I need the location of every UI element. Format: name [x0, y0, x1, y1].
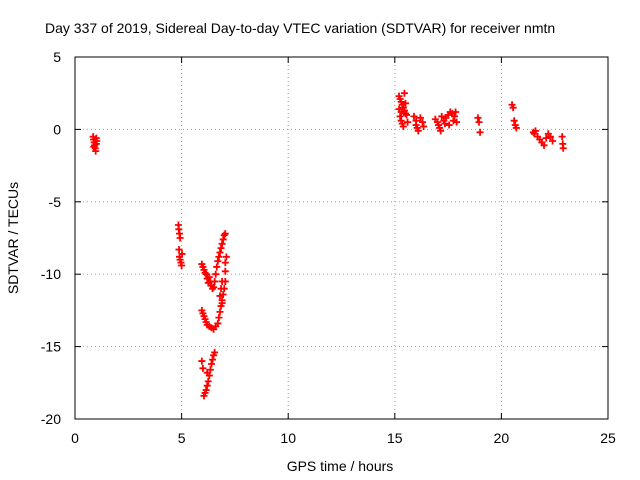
data-point-marker [202, 386, 210, 394]
data-point-marker [218, 240, 226, 248]
data-point-marker [445, 121, 453, 129]
grid [75, 57, 608, 419]
data-point-marker [175, 246, 183, 254]
data-point-marker [217, 285, 225, 293]
data-point-marker [510, 117, 518, 125]
data-point-marker [396, 112, 404, 120]
data-point-marker [400, 89, 408, 97]
data-point-marker [92, 147, 100, 155]
data-point-marker [549, 137, 557, 145]
data-point-marker [221, 230, 229, 238]
data-point-marker [404, 118, 412, 126]
x-tick-label: 25 [600, 430, 616, 446]
y-tick-label: -15 [41, 339, 61, 355]
x-tick-labels: 0 5 10 15 20 25 [71, 430, 616, 446]
data-point-marker [178, 262, 186, 270]
data-point-marker [532, 127, 540, 135]
x-axis-label: GPS time / hours [287, 458, 394, 474]
data-point-marker [420, 123, 428, 131]
data-point-marker [437, 127, 445, 135]
data-point-marker [438, 112, 446, 120]
data-point-marker [414, 127, 422, 135]
data-point-marker [207, 360, 215, 368]
y-tick-label: -5 [49, 194, 62, 210]
data-point-marker [211, 348, 219, 356]
data-point-marker [416, 114, 424, 122]
data-point-marker [203, 369, 211, 377]
data-point-marker [403, 111, 411, 119]
data-point-marker [211, 277, 219, 285]
chart-title: Day 337 of 2019, Sidereal Day-to-day VTE… [45, 20, 555, 36]
x-tick-label: 0 [71, 430, 79, 446]
data-point-marker [198, 357, 206, 365]
data-points [89, 89, 567, 400]
data-point-marker [215, 314, 223, 322]
data-point-marker [397, 108, 405, 116]
ticks [74, 56, 609, 420]
data-point-marker [204, 377, 212, 385]
y-tick-label: 0 [53, 121, 61, 137]
x-tick-label: 20 [494, 430, 510, 446]
data-point-marker [214, 257, 222, 265]
data-point-marker [216, 292, 224, 300]
data-point-marker [220, 231, 228, 239]
data-point-marker [399, 123, 407, 131]
data-point-marker [209, 356, 217, 364]
plot-frame [74, 56, 609, 420]
data-point-marker [212, 270, 220, 278]
data-point-marker [450, 112, 458, 120]
data-point-marker [509, 104, 517, 112]
data-point-marker [218, 277, 226, 285]
data-point-marker [218, 299, 226, 307]
data-point-marker [540, 141, 548, 149]
data-point-marker [178, 250, 186, 258]
data-point-marker [546, 133, 554, 141]
data-point-marker [474, 114, 482, 122]
data-point-marker [216, 248, 224, 256]
y-tick-labels: 5 0 -5 -10 -15 -20 [41, 49, 61, 427]
x-tick-label: 10 [280, 430, 296, 446]
y-tick-label: 5 [53, 49, 61, 65]
data-point-marker [542, 134, 550, 142]
x-tick-label: 5 [178, 430, 186, 446]
data-point-marker [558, 133, 566, 141]
data-point-marker [203, 382, 211, 390]
data-point-marker [222, 253, 230, 261]
data-point-marker [441, 120, 449, 128]
x-tick-label: 15 [387, 430, 403, 446]
data-point-marker [476, 128, 484, 136]
data-point-marker [219, 235, 227, 243]
data-point-marker [215, 253, 223, 261]
data-point-marker [176, 234, 184, 242]
data-point-marker [452, 108, 460, 116]
y-tick-label: -10 [41, 266, 61, 282]
data-point-marker [221, 259, 229, 267]
data-point-marker [217, 244, 225, 252]
data-point-marker [419, 118, 427, 126]
data-point-marker [205, 273, 213, 281]
data-point-marker [210, 283, 218, 291]
data-point-marker [453, 118, 461, 126]
y-tick-label: -20 [41, 411, 61, 427]
data-point-marker [213, 263, 221, 271]
data-point-marker [90, 143, 98, 151]
data-point-marker [221, 267, 229, 275]
data-point-marker [401, 99, 409, 107]
y-axis-label: SDTVAR / TECUs [5, 182, 21, 294]
data-point-marker [199, 364, 207, 372]
data-point-marker [475, 118, 483, 126]
data-point-marker [410, 112, 418, 120]
data-point-marker [559, 144, 567, 152]
data-point-marker [214, 319, 222, 327]
data-point-marker [512, 124, 520, 132]
data-point-marker [93, 137, 101, 145]
data-point-marker [216, 308, 224, 316]
